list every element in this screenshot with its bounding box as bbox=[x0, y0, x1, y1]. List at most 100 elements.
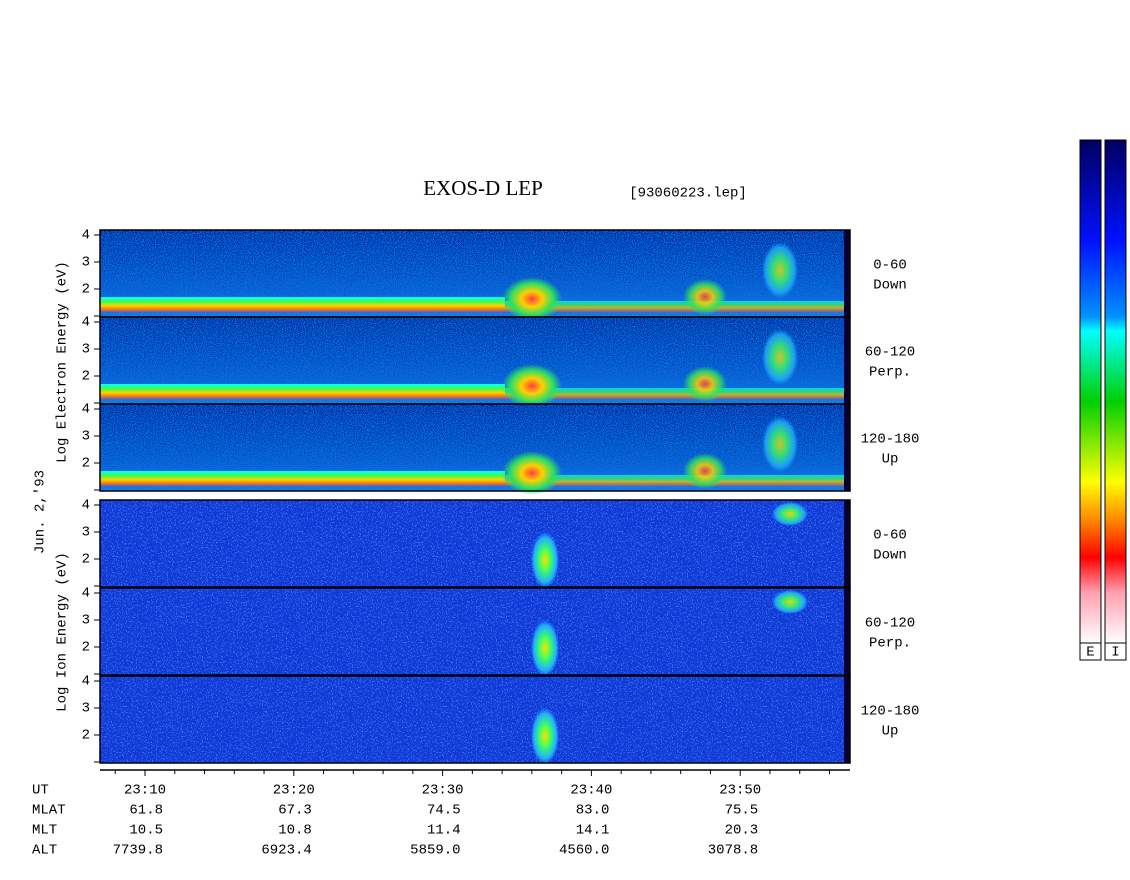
orbit-value: 6923.4 bbox=[261, 843, 311, 859]
y-tick-label: 4 bbox=[82, 498, 90, 514]
time-label: 23:40 bbox=[570, 783, 612, 799]
time-label: 23:30 bbox=[422, 783, 464, 799]
electron-axis-label: Log Electron Energy (eV) bbox=[55, 261, 71, 463]
panel-edge bbox=[844, 676, 850, 763]
noise bbox=[100, 500, 844, 587]
panel-frame bbox=[99, 403, 851, 492]
panel-frame bbox=[99, 499, 851, 588]
orbit-value: 3078.8 bbox=[708, 843, 758, 859]
panel-frame bbox=[99, 587, 851, 676]
orbit-value: 10.8 bbox=[278, 823, 312, 839]
burst bbox=[772, 590, 808, 614]
burst bbox=[502, 277, 562, 321]
y-tick-label: 4 bbox=[82, 674, 90, 690]
panel-frame bbox=[99, 675, 851, 764]
orbit-value: 61.8 bbox=[129, 803, 163, 819]
spectrograms: 2 3 4 0-60 Down 2 3 4 60-120 Perp. 2 3 4 120-180 Up 2 3 4… bbox=[32, 228, 919, 859]
panel-edge bbox=[844, 588, 850, 675]
orbit-value: 11.4 bbox=[427, 823, 461, 839]
orbit-value: 5859.0 bbox=[410, 843, 460, 859]
panel-label: 120-180 bbox=[861, 432, 920, 448]
y-tick-label: 4 bbox=[82, 586, 90, 602]
orbit-value: 67.3 bbox=[278, 803, 312, 819]
burst bbox=[502, 451, 562, 495]
orbit-value: 20.3 bbox=[725, 823, 759, 839]
burst bbox=[531, 620, 559, 676]
low-energy-band bbox=[100, 297, 505, 313]
burst bbox=[762, 416, 798, 472]
ion-axis-label: Log Ion Energy (eV) bbox=[55, 552, 71, 712]
panel-edge bbox=[844, 500, 850, 587]
title: EXOS-D LEP bbox=[423, 176, 543, 200]
y-tick-label: 3 bbox=[82, 701, 90, 717]
low-energy-band bbox=[505, 301, 845, 313]
y-tick-label: 2 bbox=[82, 369, 90, 385]
y-tick-label: 3 bbox=[82, 525, 90, 541]
burst bbox=[502, 364, 562, 408]
y-tick-label: 4 bbox=[82, 315, 90, 331]
time-label: 23:10 bbox=[124, 783, 166, 799]
colorbar-label: I bbox=[1111, 645, 1119, 661]
panel-sublabel: Down bbox=[873, 548, 907, 564]
burst bbox=[762, 242, 798, 298]
burst bbox=[683, 279, 727, 315]
y-tick-label: 4 bbox=[82, 228, 90, 244]
low-energy-band bbox=[505, 388, 845, 400]
y-tick-label: 2 bbox=[82, 456, 90, 472]
panel-edge bbox=[844, 404, 850, 491]
y-tick-label: 4 bbox=[82, 402, 90, 418]
y-tick-label: 2 bbox=[82, 552, 90, 568]
burst bbox=[531, 708, 559, 764]
panel-label: 0-60 bbox=[873, 528, 907, 544]
colorbar-box bbox=[1079, 642, 1102, 661]
y-tick-label: 2 bbox=[82, 640, 90, 656]
y-tick-label: 3 bbox=[82, 342, 90, 358]
burst bbox=[683, 453, 727, 489]
colorbar-i bbox=[1104, 139, 1127, 644]
row-label: ALT bbox=[32, 843, 57, 859]
y-tick-label: 3 bbox=[82, 613, 90, 629]
orbit-value: 4560.0 bbox=[559, 843, 609, 859]
low-energy-band bbox=[100, 471, 505, 487]
row-label: UT bbox=[32, 783, 49, 799]
panel-edge bbox=[844, 230, 850, 317]
time-label: 23:50 bbox=[719, 783, 761, 799]
panel-sublabel: Up bbox=[882, 724, 899, 740]
orbit-value: 75.5 bbox=[725, 803, 759, 819]
noise bbox=[100, 676, 844, 763]
low-energy-band bbox=[505, 475, 845, 487]
burst bbox=[531, 532, 559, 588]
panel-sublabel: Down bbox=[873, 278, 907, 294]
orbit-value: 74.5 bbox=[427, 803, 461, 819]
colorbar-e bbox=[1079, 139, 1102, 644]
noise bbox=[100, 588, 844, 675]
row-label: MLAT bbox=[32, 803, 66, 819]
panel-label: 60-120 bbox=[865, 616, 915, 632]
panel-edge bbox=[844, 317, 850, 404]
y-tick-label: 3 bbox=[82, 429, 90, 445]
y-tick-label: 2 bbox=[82, 728, 90, 744]
y-tick-label: 2 bbox=[82, 282, 90, 298]
orbit-value: 83.0 bbox=[576, 803, 610, 819]
burst bbox=[772, 502, 808, 526]
colorbar-box bbox=[1104, 642, 1127, 661]
panel-sublabel: Perp. bbox=[869, 636, 911, 652]
file-name: [93060223.lep] bbox=[629, 186, 747, 202]
row-label: MLT bbox=[32, 823, 57, 839]
panel-sublabel: Up bbox=[882, 452, 899, 468]
burst bbox=[683, 366, 727, 402]
panel-label: 120-180 bbox=[861, 704, 920, 720]
orbit-value: 7739.8 bbox=[113, 843, 163, 859]
time-label: 23:20 bbox=[273, 783, 315, 799]
y-tick-label: 3 bbox=[82, 255, 90, 271]
orbit-value: 10.5 bbox=[129, 823, 163, 839]
burst bbox=[762, 329, 798, 385]
panel-label: 60-120 bbox=[865, 345, 915, 361]
orbit-value: 14.1 bbox=[576, 823, 610, 839]
colorbar-label: E bbox=[1086, 645, 1094, 661]
panel-sublabel: Perp. bbox=[869, 365, 911, 381]
date: Jun. 2,'93 bbox=[33, 470, 49, 554]
panel-label: 0-60 bbox=[873, 258, 907, 274]
low-energy-band bbox=[100, 384, 505, 400]
